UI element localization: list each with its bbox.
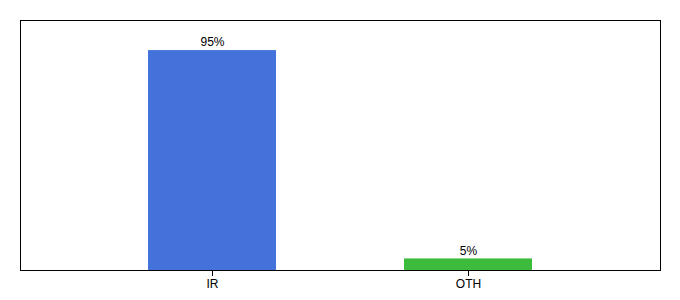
svg-text:IR: IR: [207, 277, 219, 291]
svg-text:5%: 5%: [460, 244, 478, 258]
svg-text:95%: 95%: [200, 35, 224, 49]
svg-text:OTH: OTH: [456, 277, 481, 291]
